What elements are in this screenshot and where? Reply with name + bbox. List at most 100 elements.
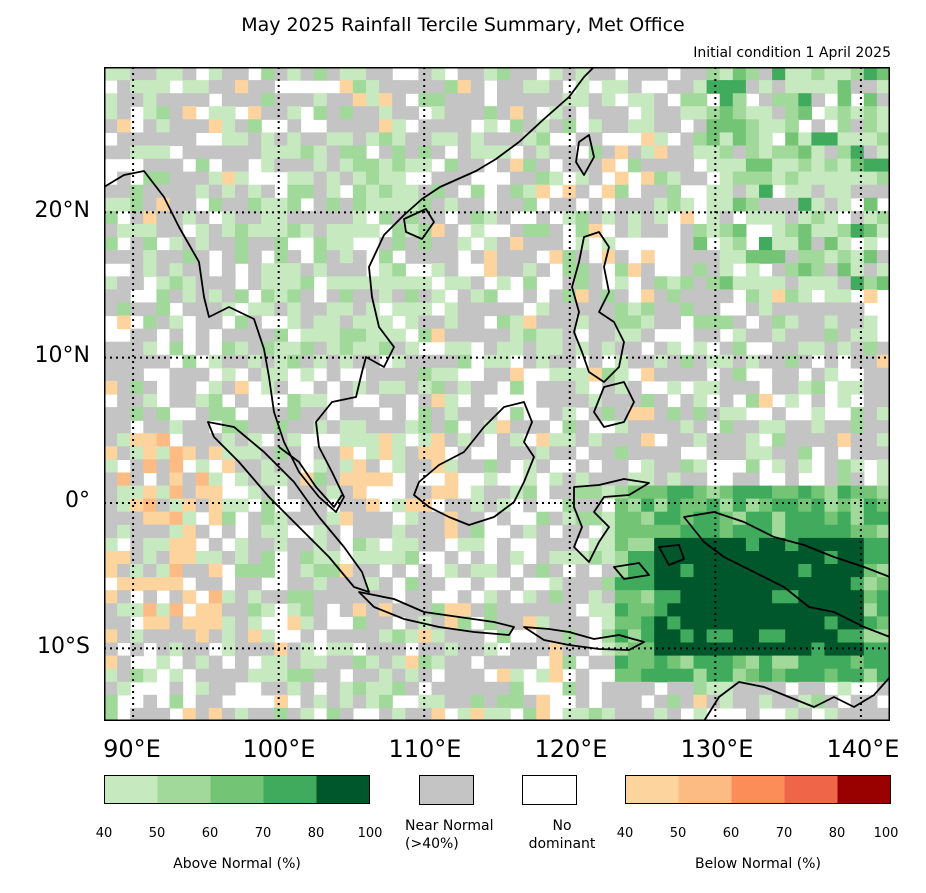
grid-cell (641, 197, 655, 212)
grid-cell (745, 616, 760, 631)
grid-cell (444, 485, 459, 500)
grid-cell (208, 681, 223, 696)
grid-cell (274, 302, 288, 317)
grid-cell (470, 407, 485, 421)
grid-cell (523, 564, 537, 578)
grid-cell (208, 276, 223, 290)
grid-cell (536, 80, 550, 94)
grid-cell (824, 511, 839, 526)
grid-cell (601, 250, 616, 264)
grid-cell (667, 524, 681, 539)
grid-cell (667, 158, 681, 173)
grid-cell (339, 210, 354, 225)
grid-cell (104, 184, 118, 199)
grid-cell (182, 354, 197, 369)
grid-cell (483, 707, 498, 721)
grid-cell (248, 603, 262, 617)
grid-cell (156, 224, 171, 238)
grid-cell (483, 263, 498, 277)
grid-cell (248, 80, 262, 94)
grid-cell (248, 616, 262, 631)
grid-cell (261, 511, 275, 526)
grid-cell (352, 380, 367, 395)
grid-cell (339, 655, 354, 670)
grid-cell (785, 328, 799, 343)
grid-cell (483, 603, 498, 617)
grid-cell (811, 67, 826, 81)
coast-malaya (278, 446, 343, 508)
grid-cell (811, 603, 826, 617)
coast-sumatra (207, 421, 370, 593)
grid-cell (143, 250, 157, 264)
grid-cell (352, 184, 367, 199)
grid-cell (588, 707, 603, 721)
grid-cell (732, 472, 747, 487)
grid-cell (352, 145, 367, 160)
grid-cell (497, 629, 511, 644)
grid-cell (824, 537, 839, 552)
grid-cell (536, 446, 550, 460)
grid-cell (444, 367, 459, 382)
grid-cell (339, 472, 354, 487)
grid-cell (405, 668, 419, 683)
grid-cell (392, 328, 406, 343)
grid-cell (470, 537, 485, 552)
grid-cell (313, 210, 328, 225)
grid-cell (287, 354, 302, 369)
grid-cell (824, 315, 839, 330)
grid-cell (536, 93, 550, 107)
grid-cell (418, 590, 433, 604)
grid-cell (143, 263, 157, 277)
grid-cell (497, 354, 511, 369)
grid-cell (418, 289, 433, 304)
grid-cell (130, 577, 144, 591)
grid-cell (444, 106, 459, 120)
grid-cell (379, 132, 393, 147)
grid-cell (287, 655, 302, 670)
grid-cell (366, 197, 380, 212)
grid-cell (104, 603, 118, 617)
grid-cell (300, 394, 315, 408)
grid-cell (837, 564, 852, 578)
grid-cell (261, 407, 275, 421)
grid-cell (117, 315, 131, 330)
grid-cell (641, 655, 655, 670)
grid-cell (117, 302, 131, 317)
grid-cell (405, 315, 419, 330)
grid-cell (641, 629, 655, 644)
grid-cell (379, 655, 393, 670)
grid-cell (693, 655, 708, 670)
grid-cell (798, 616, 812, 631)
grid-cell (195, 707, 210, 721)
grid-cell (772, 171, 786, 186)
grid-cell (392, 289, 406, 304)
grid-cell (248, 184, 262, 199)
grid-cell (221, 433, 236, 447)
grid-cell (693, 433, 708, 447)
grid-cell (326, 629, 341, 644)
grid-cell (549, 315, 564, 330)
grid-cell (195, 263, 210, 277)
grid-cell (431, 524, 446, 539)
grid-cell (313, 250, 328, 264)
grid-cell (248, 210, 262, 225)
grid-cell (444, 158, 459, 173)
grid-cell (745, 380, 760, 395)
grid-cell (457, 433, 472, 447)
grid-cell (444, 380, 459, 395)
grid-cell (601, 577, 616, 591)
grid-cell (221, 511, 236, 526)
grid-cell (339, 433, 354, 447)
grid-cell (235, 420, 249, 434)
grid-cell (588, 341, 603, 356)
grid-cell (300, 551, 315, 565)
grid-cell (759, 315, 773, 330)
grid-cell (248, 224, 262, 238)
grid-cell (680, 603, 695, 617)
grid-cell (745, 459, 760, 474)
grid-cell (235, 315, 249, 330)
grid-cell (798, 380, 812, 395)
above-tick: 60 (201, 826, 219, 841)
grid-cell (523, 263, 537, 277)
grid-cell (156, 485, 171, 500)
